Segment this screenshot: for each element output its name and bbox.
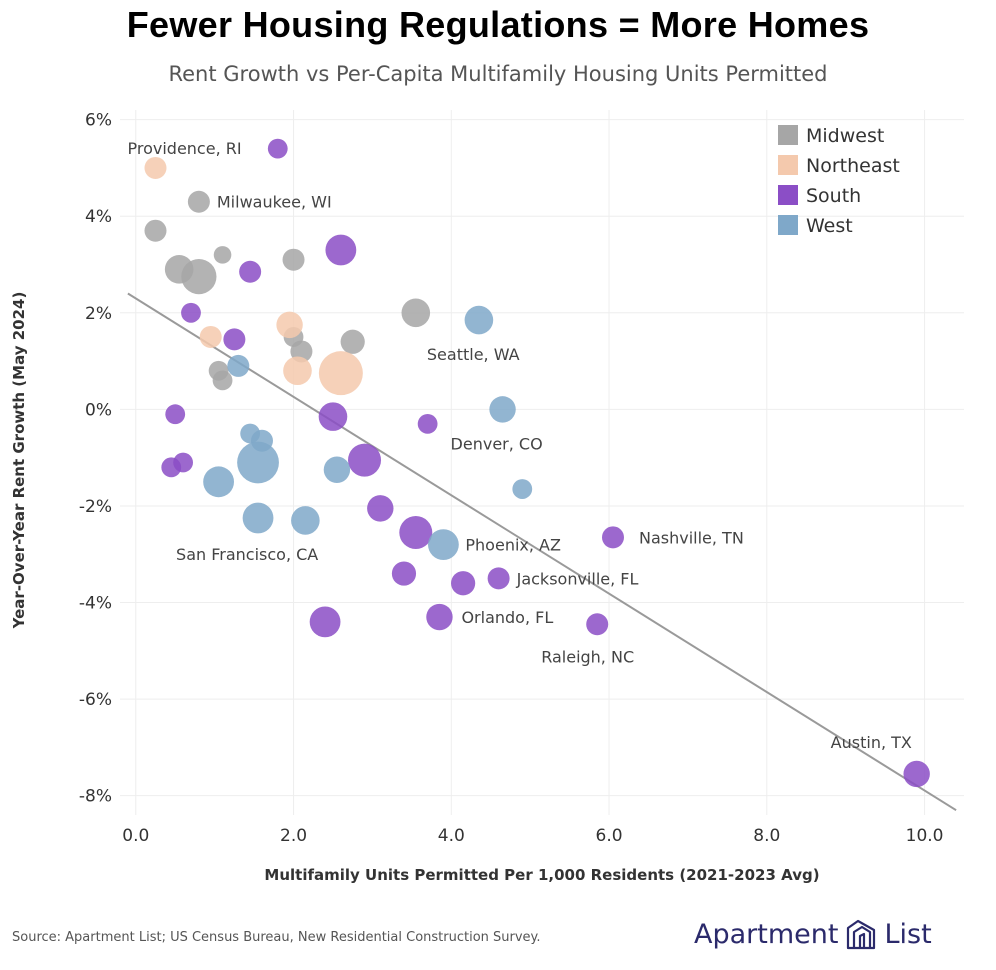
x-tick-label: 6.0 bbox=[596, 826, 623, 846]
point-west bbox=[512, 479, 533, 499]
legend-label: South bbox=[806, 185, 861, 207]
point-west bbox=[428, 529, 459, 560]
y-axis-label: Year-Over-Year Rent Growth (May 2024) bbox=[10, 291, 28, 629]
building-icon bbox=[847, 919, 876, 950]
y-tick-label: -6% bbox=[79, 690, 112, 710]
point-west bbox=[323, 456, 351, 483]
point-label: Denver, CO bbox=[451, 434, 543, 453]
trendline bbox=[127, 292, 957, 812]
y-tick-label: 2% bbox=[85, 304, 112, 324]
point-midwest bbox=[212, 370, 233, 391]
x-axis-label: Multifamily Units Permitted Per 1,000 Re… bbox=[264, 866, 820, 884]
y-tick-label: -2% bbox=[79, 497, 112, 517]
point-west bbox=[237, 441, 279, 484]
point-west bbox=[464, 305, 494, 335]
point-label: Austin, TX bbox=[831, 733, 912, 752]
y-tick-label: 4% bbox=[85, 207, 112, 227]
point-labels: Milwaukee, WI Providence, RI Nashville, TN… bbox=[127, 139, 911, 752]
point-west bbox=[203, 466, 234, 498]
point-south bbox=[417, 413, 438, 434]
point-south bbox=[601, 526, 624, 549]
point-south bbox=[165, 404, 186, 425]
point-northeast bbox=[283, 356, 312, 386]
point-south bbox=[399, 516, 433, 550]
point-label: Raleigh, NC bbox=[541, 647, 634, 666]
point-west bbox=[489, 396, 516, 423]
point-label: Providence, RI bbox=[127, 139, 241, 158]
point-south bbox=[426, 603, 453, 631]
brand-name-right: List bbox=[884, 918, 932, 950]
point-south bbox=[348, 443, 382, 477]
x-tick-label: 10.0 bbox=[906, 826, 944, 846]
point-label: Seattle, WA bbox=[427, 345, 520, 364]
point-midwest bbox=[340, 329, 365, 354]
x-tick-label: 0.0 bbox=[122, 826, 149, 846]
y-tick-label: 0% bbox=[85, 400, 112, 420]
point-south bbox=[309, 606, 341, 638]
point-midwest bbox=[282, 248, 305, 271]
point-midwest bbox=[213, 246, 232, 264]
point-south bbox=[318, 402, 348, 431]
point-northeast bbox=[276, 311, 303, 339]
point-south bbox=[173, 452, 194, 473]
legend-swatch-west bbox=[778, 215, 798, 235]
point-south bbox=[487, 567, 510, 590]
point-midwest bbox=[181, 258, 217, 295]
point-label: Jacksonville, FL bbox=[516, 569, 639, 588]
point-northeast bbox=[318, 351, 363, 396]
chart-title: Rent Growth vs Per-Capita Multifamily Ho… bbox=[168, 62, 828, 86]
point-label: Orlando, FL bbox=[461, 608, 553, 627]
data-points bbox=[144, 138, 930, 788]
legend-swatch-south bbox=[778, 185, 798, 205]
y-tick-label: -4% bbox=[79, 594, 112, 614]
point-south bbox=[239, 260, 262, 283]
trendline-layer bbox=[127, 292, 957, 812]
grid-lines bbox=[120, 110, 964, 815]
point-south bbox=[391, 561, 417, 586]
point-northeast bbox=[199, 325, 222, 348]
point-west bbox=[242, 502, 274, 534]
headline: Fewer Housing Regulations = More Homes bbox=[126, 4, 870, 45]
legend-label: West bbox=[806, 215, 853, 237]
brand-logo: Apartment List bbox=[694, 918, 932, 950]
y-tick-label: -8% bbox=[79, 787, 112, 807]
tick-labels: 0.0 2.0 4.0 6.0 8.0 10.0 6% 4% 2% 0% -2% -4% -6% -8% bbox=[79, 111, 944, 846]
point-south bbox=[267, 138, 288, 159]
point-west bbox=[291, 506, 320, 535]
x-tick-label: 2.0 bbox=[280, 826, 307, 846]
point-south bbox=[181, 302, 201, 323]
point-south bbox=[586, 613, 609, 636]
point-south bbox=[367, 495, 394, 522]
point-midwest bbox=[401, 298, 431, 328]
point-label: San Francisco, CA bbox=[176, 545, 318, 564]
source-note: Source: Apartment List; US Census Bureau… bbox=[12, 930, 541, 945]
legend-label: Midwest bbox=[806, 125, 884, 147]
brand-name-left: Apartment bbox=[694, 918, 839, 950]
point-midwest bbox=[144, 219, 167, 242]
point-south bbox=[451, 571, 476, 596]
legend-swatch-midwest bbox=[778, 125, 798, 145]
point-northeast bbox=[144, 156, 167, 179]
scatter-chart: Milwaukee, WI Providence, RI Nashville, TN… bbox=[79, 110, 964, 846]
x-tick-label: 8.0 bbox=[753, 826, 780, 846]
legend-swatch-northeast bbox=[778, 155, 798, 175]
point-label: Phoenix, AZ bbox=[465, 536, 561, 555]
x-tick-label: 4.0 bbox=[438, 826, 465, 846]
y-tick-label: 6% bbox=[85, 111, 112, 131]
point-south bbox=[325, 234, 357, 266]
point-label: Nashville, TN bbox=[639, 528, 744, 547]
point-west bbox=[227, 354, 250, 377]
point-south bbox=[903, 760, 930, 788]
point-midwest bbox=[187, 190, 210, 213]
legend-label: Northeast bbox=[806, 155, 900, 177]
point-label: Milwaukee, WI bbox=[217, 193, 332, 212]
legend: Midwest Northeast South West bbox=[778, 125, 900, 237]
point-south bbox=[223, 328, 246, 351]
